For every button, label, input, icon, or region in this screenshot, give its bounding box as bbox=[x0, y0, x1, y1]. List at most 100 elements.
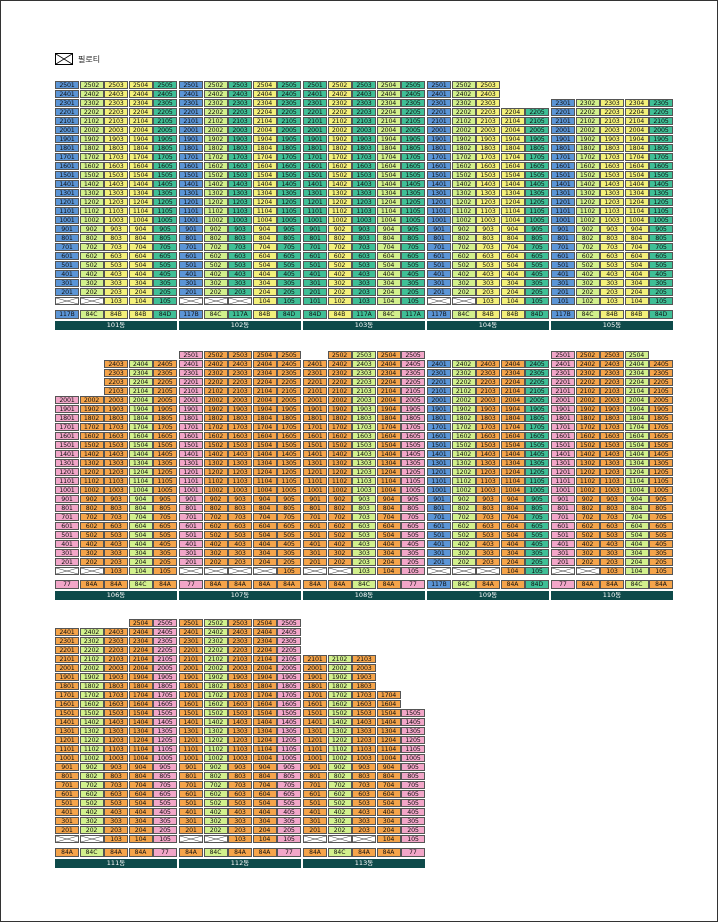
unit-cell: 2201 bbox=[551, 108, 575, 117]
unit-cell: 305 bbox=[649, 279, 673, 288]
unit-cell: 1001 bbox=[427, 216, 451, 225]
unit-cell: 603 bbox=[228, 790, 252, 799]
unit-cell: 405 bbox=[401, 270, 425, 279]
unit-cell: 1402 bbox=[203, 450, 228, 459]
unit-cell: 2401 bbox=[179, 628, 203, 637]
unit-cell: 901 bbox=[551, 495, 575, 504]
unit-cell: 805 bbox=[153, 234, 177, 243]
unit-cell: 2303 bbox=[476, 369, 500, 378]
unit-type-label: 77 bbox=[551, 579, 575, 589]
unit-cell: 2001 bbox=[55, 396, 79, 405]
unit-cell: 2104 bbox=[128, 117, 153, 126]
unit-cell: 2103 bbox=[600, 117, 624, 126]
unit-cell: 701 bbox=[303, 781, 327, 790]
building-name-label: 102동 bbox=[179, 320, 301, 330]
unit-cell: 402 bbox=[451, 270, 476, 279]
unit-cell: 102 bbox=[575, 297, 600, 306]
unit-cell: 2302 bbox=[203, 99, 228, 108]
unit-cell: 303 bbox=[104, 549, 128, 558]
unit-cell: 2304 bbox=[624, 99, 649, 108]
unit-cell: 104 bbox=[624, 567, 649, 576]
unit-cell: 1901 bbox=[303, 405, 327, 414]
unit-cell: 1203 bbox=[228, 198, 252, 207]
piloti-cell bbox=[427, 567, 451, 576]
unit-cell: 701 bbox=[551, 243, 575, 252]
unit-cell: 602 bbox=[203, 790, 228, 799]
unit-cell: 602 bbox=[79, 522, 104, 531]
unit-cell: 505 bbox=[153, 261, 177, 270]
unit-cell: 1402 bbox=[451, 450, 476, 459]
building-name-label: 105동 bbox=[551, 320, 673, 330]
unit-cell: 1903 bbox=[228, 673, 252, 682]
unit-cell: 1404 bbox=[500, 450, 525, 459]
unit-cell: 1801 bbox=[55, 144, 79, 153]
unit-cell: 2004 bbox=[252, 126, 277, 135]
unit-cell: 2403 bbox=[352, 360, 376, 369]
unit-cell: 2405 bbox=[277, 628, 301, 637]
unit-cell: 602 bbox=[203, 522, 228, 531]
unit-cell: 302 bbox=[327, 279, 352, 288]
unit-cell: 2105 bbox=[153, 387, 177, 396]
unit-cell: 1105 bbox=[153, 207, 177, 216]
unit-cell: 304 bbox=[128, 279, 153, 288]
unit-cell: 2301 bbox=[55, 99, 79, 108]
unit-cell: 1902 bbox=[203, 673, 228, 682]
unit-cell: 2304 bbox=[128, 637, 153, 646]
unit-cell: 1003 bbox=[476, 216, 500, 225]
unit-cell: 1103 bbox=[104, 745, 128, 754]
unit-cell: 2003 bbox=[600, 396, 624, 405]
unit-cell: 1505 bbox=[153, 441, 177, 450]
unit-type-label: 117B bbox=[427, 309, 451, 319]
unit-cell: 405 bbox=[277, 540, 301, 549]
unit-cell: 101 bbox=[551, 297, 575, 306]
unit-cell: 1302 bbox=[327, 189, 352, 198]
unit-cell: 902 bbox=[327, 225, 352, 234]
unit-cell: 304 bbox=[376, 279, 401, 288]
unit-cell: 1104 bbox=[252, 745, 277, 754]
unit-cell: 2003 bbox=[104, 396, 128, 405]
unit-cell: 802 bbox=[575, 504, 600, 513]
unit-cell: 1301 bbox=[427, 459, 451, 468]
unit-cell: 403 bbox=[228, 270, 252, 279]
unit-cell: 104 bbox=[252, 297, 277, 306]
unit-cell: 705 bbox=[153, 781, 177, 790]
unit-cell: 802 bbox=[451, 234, 476, 243]
unit-cell: 1601 bbox=[427, 162, 451, 171]
unit-cell: 104 bbox=[128, 567, 153, 576]
unit-cell: 1103 bbox=[104, 477, 128, 486]
unit-cell: 304 bbox=[624, 549, 649, 558]
unit-cell: 1802 bbox=[451, 144, 476, 153]
unit-cell: 2102 bbox=[575, 117, 600, 126]
unit-cell: 804 bbox=[252, 504, 277, 513]
unit-cell: 2505 bbox=[153, 81, 177, 89]
unit-cell: 1605 bbox=[649, 432, 673, 441]
unit-cell: 1302 bbox=[79, 189, 104, 198]
unit-cell: 903 bbox=[600, 225, 624, 234]
unit-type-label: 84B bbox=[327, 309, 352, 319]
unit-cell: 803 bbox=[352, 504, 376, 513]
unit-cell: 1103 bbox=[476, 207, 500, 216]
unit-type-label: 84B bbox=[104, 309, 128, 319]
unit-cell: 2001 bbox=[551, 396, 575, 405]
unit-cell: 303 bbox=[352, 549, 376, 558]
unit-cell: 103 bbox=[228, 835, 252, 844]
unit-cell: 901 bbox=[551, 225, 575, 234]
unit-cell: 1505 bbox=[277, 171, 301, 180]
unit-cell: 104 bbox=[376, 835, 401, 844]
unit-cell: 702 bbox=[327, 781, 352, 790]
unit-cell: 505 bbox=[401, 531, 425, 540]
unit-cell: 1005 bbox=[525, 216, 549, 225]
unit-cell: 2303 bbox=[228, 369, 252, 378]
unit-cell: 2005 bbox=[525, 126, 549, 135]
unit-cell: 2002 bbox=[203, 664, 228, 673]
unit-cell: 2403 bbox=[228, 628, 252, 637]
unit-cell: 1602 bbox=[79, 432, 104, 441]
unit-cell: 1505 bbox=[277, 441, 301, 450]
unit-cell: 1804 bbox=[128, 414, 153, 423]
unit-cell: 1905 bbox=[277, 673, 301, 682]
unit-cell: 1004 bbox=[128, 216, 153, 225]
unit-cell: 1104 bbox=[624, 207, 649, 216]
unit-cell: 303 bbox=[600, 279, 624, 288]
unit-cell: 202 bbox=[575, 288, 600, 297]
piloti-cell bbox=[79, 567, 104, 576]
